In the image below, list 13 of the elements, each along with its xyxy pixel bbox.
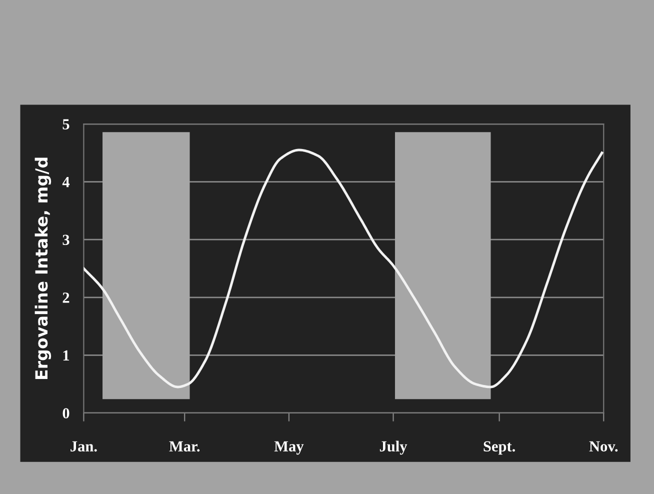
y-tick-label: 5 <box>62 119 70 130</box>
y-tick-label: 1 <box>63 350 70 360</box>
x-tick-label: Jan. <box>70 441 97 452</box>
x-tick-label: Mar. <box>169 441 200 452</box>
y-axis-title: Ergovaline Intake, mg/d <box>34 158 52 380</box>
y-tick-label: 0 <box>62 408 70 418</box>
x-tick-label: July <box>380 440 408 455</box>
y-tick-label: 2 <box>62 292 70 303</box>
x-tick-label: Sept. <box>484 441 515 455</box>
y-tick-label: 3 <box>62 234 70 246</box>
x-tick-label: May <box>274 441 304 455</box>
x-tick-label: Nov. <box>589 441 618 452</box>
y-tick-label: 4 <box>62 177 70 188</box>
